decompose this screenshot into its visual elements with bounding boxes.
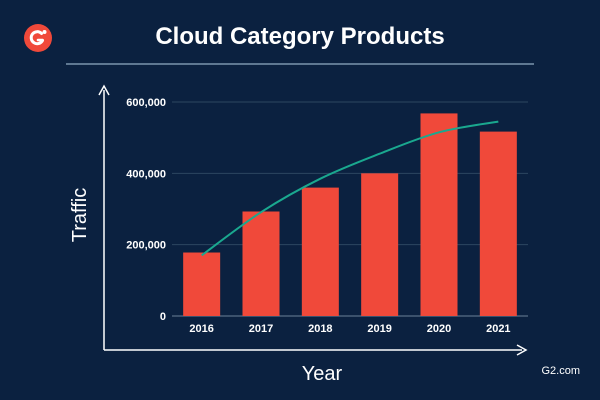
y-tick-label: 600,000 xyxy=(126,97,166,109)
x-tick-label: 2017 xyxy=(249,323,273,335)
x-axis-arrow xyxy=(516,344,528,356)
bar xyxy=(479,131,517,316)
y-tick-label: 0 xyxy=(160,311,166,323)
bar xyxy=(420,113,458,316)
source-label: G2.com xyxy=(541,365,580,377)
x-tick-label: 2020 xyxy=(427,323,451,335)
chart-title: Cloud Category Products xyxy=(155,23,445,50)
y-tick-label: 400,000 xyxy=(126,168,166,180)
trendline xyxy=(201,120,499,257)
bar xyxy=(183,252,221,316)
x-tick-label: 2021 xyxy=(486,323,510,335)
x-tick-label: 2019 xyxy=(367,323,391,335)
bar xyxy=(361,173,399,316)
y-tick-label: 200,000 xyxy=(126,240,166,252)
x-tick-label: 2018 xyxy=(308,323,332,335)
g2-logo-icon xyxy=(29,30,47,46)
bar xyxy=(301,187,339,316)
g2-logo xyxy=(24,24,52,52)
x-tick-label: 2016 xyxy=(189,323,213,335)
x-axis-title: Year xyxy=(301,363,343,385)
y-axis-arrow xyxy=(98,84,110,96)
y-axis-title: Traffic xyxy=(69,187,91,243)
bar xyxy=(242,211,280,316)
title-divider xyxy=(66,63,534,65)
